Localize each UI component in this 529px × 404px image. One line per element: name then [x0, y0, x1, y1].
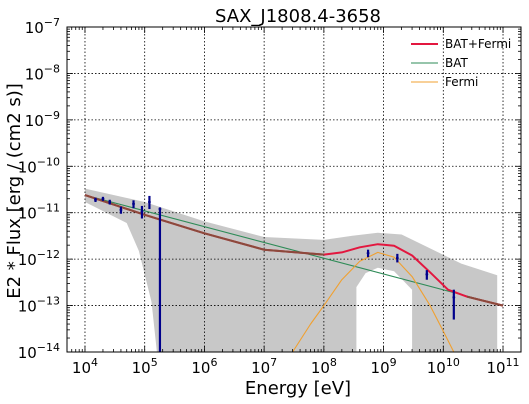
y-tick-label: 10−11 [18, 202, 60, 223]
legend-label: BAT+Fermi [445, 37, 511, 51]
curve-layer [84, 194, 504, 353]
data-point [425, 272, 429, 276]
data-point [366, 251, 370, 255]
x-tick-label: 108 [311, 356, 337, 377]
data-point [94, 198, 97, 202]
uncertainty-band [85, 188, 498, 352]
legend-label: BAT [445, 56, 469, 70]
legend: BAT+Fermi BAT Fermi [411, 37, 511, 89]
data-point [158, 207, 162, 211]
y-tick-label: 10−7 [25, 16, 60, 37]
data-point [148, 200, 151, 204]
plot-frame [66, 26, 522, 353]
data-point [452, 295, 456, 299]
y-tick-labels: 10−7 10−8 10−9 10−10 10−11 10−12 10−13 10−14 [18, 16, 60, 362]
y-tick-label: 10−9 [25, 109, 60, 130]
x-tick-label: 109 [371, 356, 397, 377]
data-point [119, 208, 123, 212]
x-tick-label: 107 [251, 356, 277, 377]
data-point [101, 197, 105, 201]
y-tick-label: 10−12 [18, 248, 60, 269]
x-tick-label: 1011 [486, 356, 519, 377]
data-point [108, 200, 112, 204]
ticks-layer [66, 26, 522, 353]
series-line-overlap-tail [466, 295, 504, 307]
x-tick-label: 105 [132, 356, 158, 377]
uncertainty-band-layer [85, 188, 498, 352]
series-line-bat [84, 194, 504, 307]
data-point [132, 202, 135, 206]
y-tick-label: 10−13 [18, 295, 60, 316]
y-axis-label: E2 * Flux [erg / (cm2 s)] [4, 83, 25, 299]
y-tick-label: 10−10 [18, 155, 60, 176]
y-tick-label: 10−8 [25, 62, 60, 83]
x-tick-labels: 104 105 106 107 108 109 1010 1011 [72, 356, 520, 377]
legend-label: Fermi [445, 75, 478, 89]
x-tick-label: 106 [191, 356, 217, 377]
y-tick-label: 10−14 [18, 341, 60, 362]
data-point [140, 210, 144, 214]
chart-title: SAX_J1808.4-3658 [215, 6, 381, 27]
x-axis-label: Energy [eV] [245, 378, 351, 399]
series-line-fermi [292, 251, 455, 353]
series-line-overlap [84, 194, 324, 256]
x-tick-label: 1010 [427, 356, 460, 377]
x-tick-label: 104 [72, 356, 98, 377]
data-points-layer [94, 195, 456, 352]
data-point [395, 256, 399, 260]
